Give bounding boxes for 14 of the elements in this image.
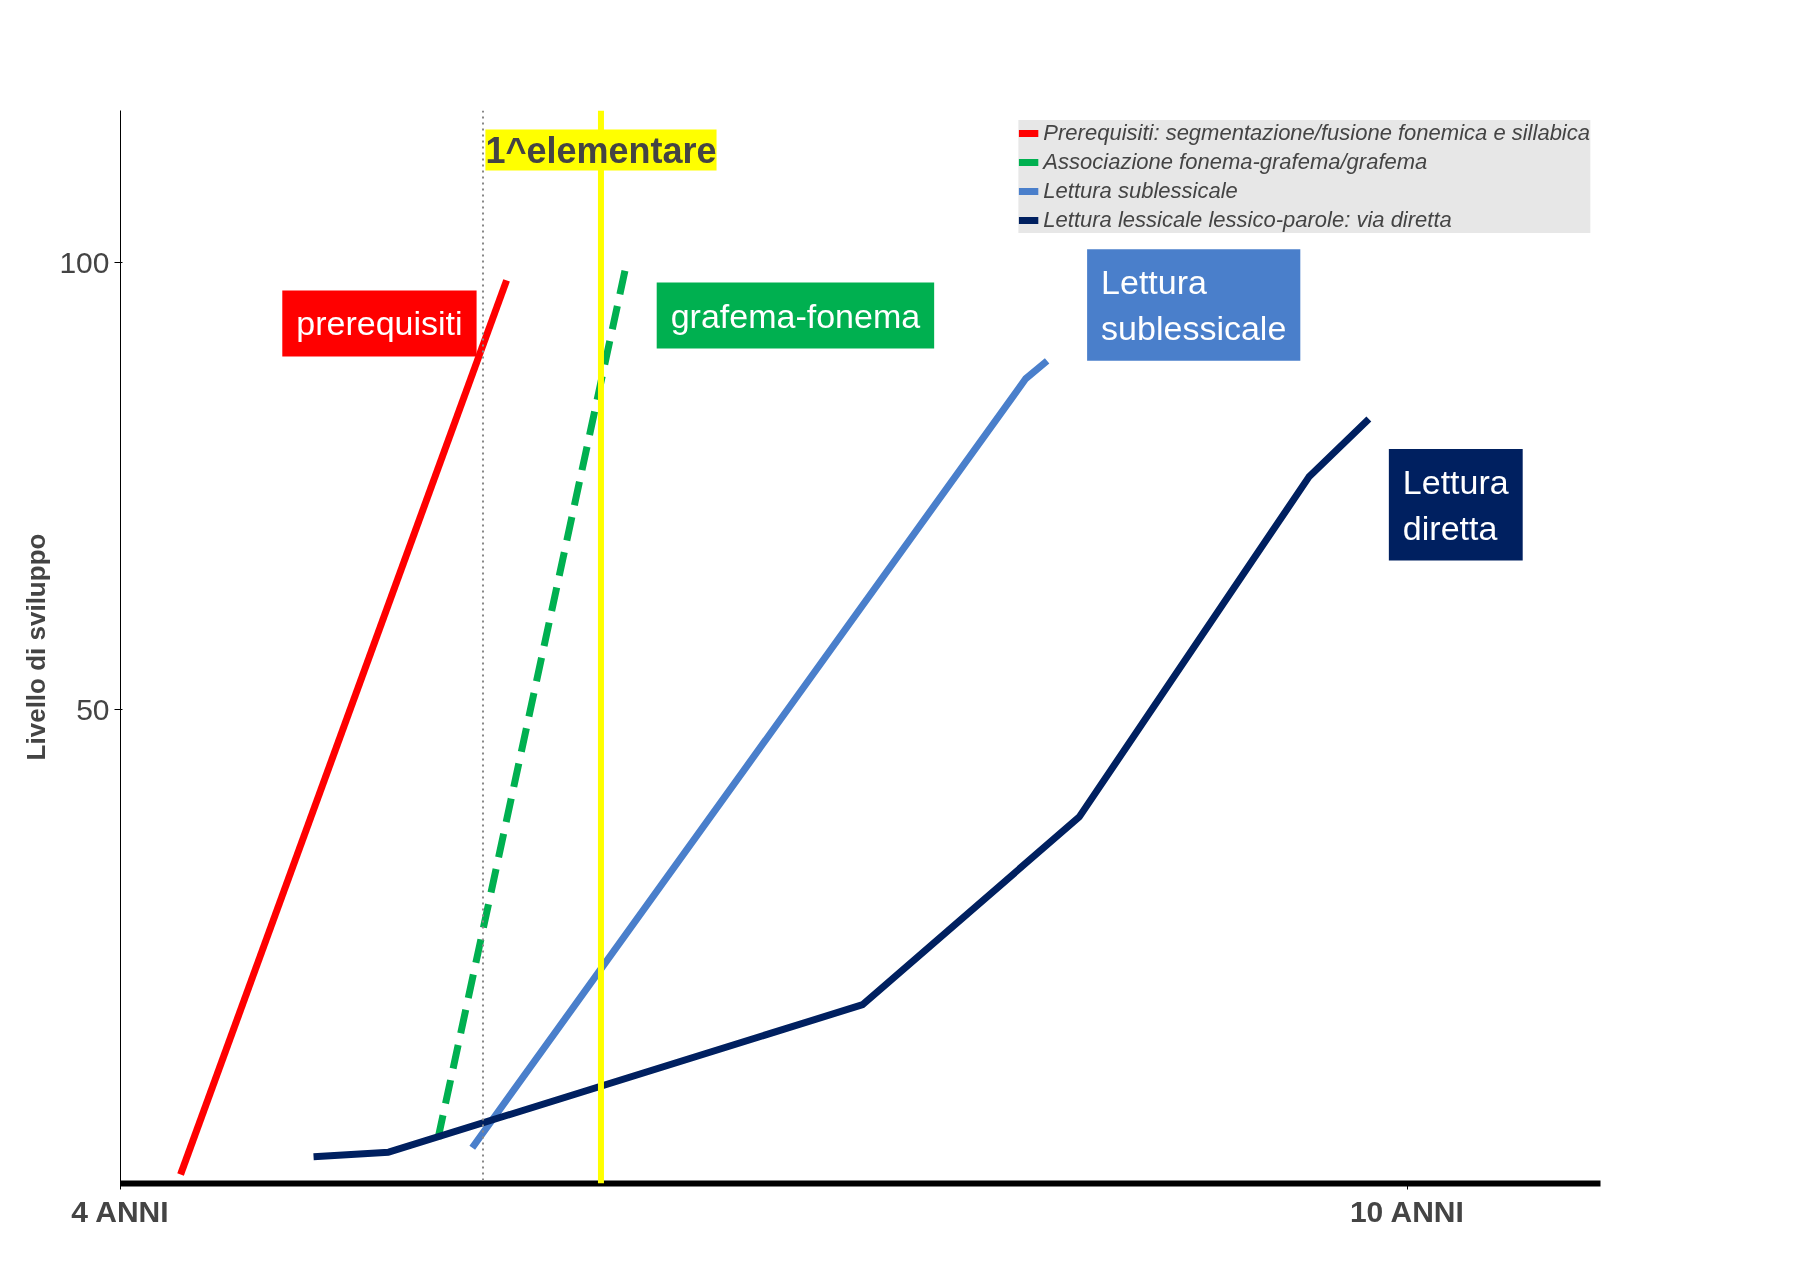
annotation: Lettura sublessicale (1101, 263, 1287, 347)
x-tick-label: 4 ANNI (71, 1194, 169, 1228)
y-axis-title: Livello di sviluppo (21, 533, 52, 761)
y-tick-label: 50 (76, 692, 110, 726)
annotation: prerequisiti (296, 304, 463, 343)
legend-label: Lettura sublessicale (1043, 178, 1238, 204)
annotation: Lettura diretta (1402, 462, 1509, 547)
legend-label: Lettura lessicale lessico-parole: via diretta (1043, 207, 1452, 233)
ref-line-label: 1^elementare (485, 129, 717, 171)
legend-label: Associazione fonema-grafema/grafema (1043, 149, 1428, 175)
y-tick-label: 100 (59, 245, 110, 279)
x-tick-label: 10 ANNI (1349, 1194, 1464, 1228)
legend-label: Prerequisiti: segmentazione/fusione fonemica e sillabica (1043, 120, 1590, 146)
annotation: grafema-fonema (670, 296, 921, 335)
